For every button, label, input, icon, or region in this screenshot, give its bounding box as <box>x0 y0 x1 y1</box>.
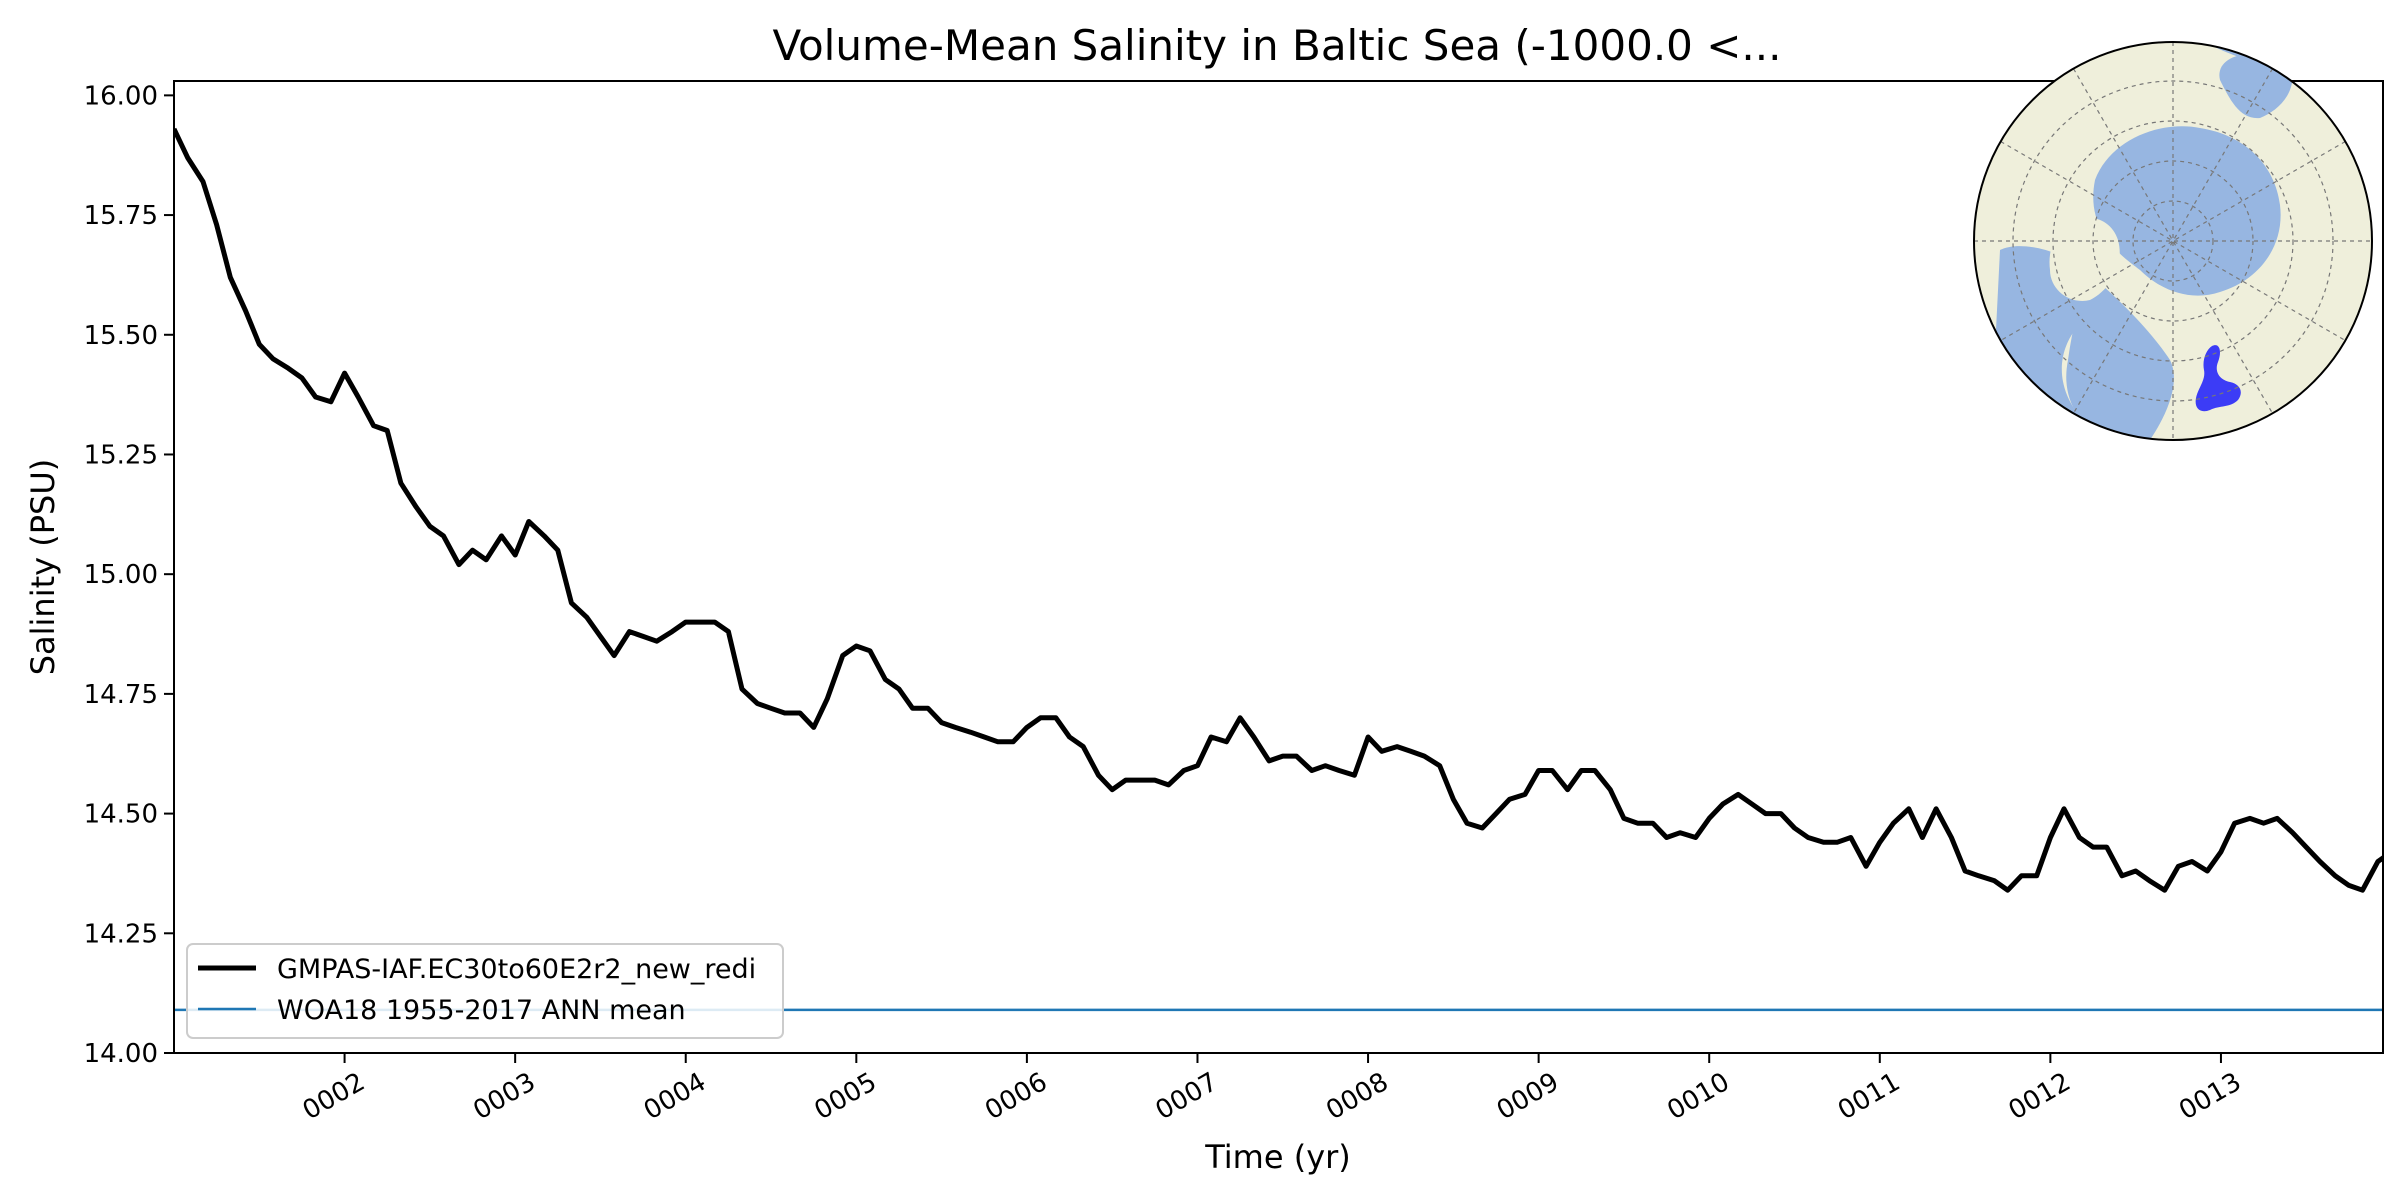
x-tick-label: 0007 <box>1151 1067 1223 1126</box>
map-meridian-line <box>2072 68 2274 414</box>
y-tick-label: 15.25 <box>84 440 158 470</box>
chart-title: Volume-Mean Salinity in Baltic Sea (-100… <box>773 21 1782 70</box>
x-tick-label: 0006 <box>980 1067 1052 1126</box>
y-tick-label: 14.50 <box>84 800 158 830</box>
inset-map <box>1973 41 2373 441</box>
x-axis-ticks: 0002 0003 0004 0005 0006 0007 0008 0009 0010 0011… <box>298 1053 2246 1126</box>
x-tick-label: 0003 <box>468 1067 540 1126</box>
series-line-model <box>174 127 2383 893</box>
map-boundary <box>1973 41 2373 441</box>
x-tick-label: 0012 <box>2004 1067 2076 1126</box>
x-tick-label: 0005 <box>810 1067 882 1126</box>
x-tick-label: 0010 <box>1662 1067 1734 1126</box>
map-baltic-sea <box>2195 345 2241 412</box>
x-tick-label: 0011 <box>1833 1067 1905 1126</box>
map-ocean-arctic <box>2093 126 2281 296</box>
map-graticule <box>1974 42 2372 440</box>
map-meridian-line <box>2000 140 2346 342</box>
y-tick-label: 15.75 <box>84 201 158 231</box>
x-tick-label: 0002 <box>298 1067 370 1126</box>
y-axis-ticks: 14.00 14.25 14.50 14.75 15.00 15.25 15.50 15.75… <box>84 81 174 1069</box>
plot-frame <box>173 80 2384 1054</box>
x-axis-label: Time (yr) <box>1204 1138 1351 1176</box>
x-tick-label: 0013 <box>2174 1067 2246 1126</box>
y-tick-label: 14.25 <box>84 919 158 949</box>
x-tick-label: 0008 <box>1321 1067 1393 1126</box>
y-tick-label: 15.00 <box>84 560 158 590</box>
map-latitude-circle <box>2132 200 2214 282</box>
y-tick-label: 14.75 <box>84 680 158 710</box>
y-axis-label: Salinity (PSU) <box>24 459 62 676</box>
map-latitude-circle <box>2012 80 2334 402</box>
x-tick-label: 0009 <box>1492 1067 1564 1126</box>
legend-box <box>186 943 784 1039</box>
legend-entry-model: GMPAS-IAF.EC30to60E2r2_new_redi <box>277 954 756 985</box>
legend: GMPAS-IAF.EC30to60E2r2_new_redi WOA18 19… <box>186 943 784 1039</box>
map-meridian-line <box>2000 140 2346 342</box>
map-latitude-circle <box>2052 120 2294 362</box>
legend-entry-obs: WOA18 1955-2017 ANN mean <box>277 995 686 1026</box>
map-latitude-circle <box>2092 160 2254 322</box>
y-tick-label: 16.00 <box>84 81 158 111</box>
map-ocean-atlantic-2 <box>2066 270 2174 440</box>
map-meridian-line <box>2072 68 2274 414</box>
x-tick-label: 0004 <box>639 1067 711 1126</box>
y-tick-label: 15.50 <box>84 321 158 351</box>
y-tick-label: 14.00 <box>84 1039 158 1069</box>
map-greenland <box>2049 217 2120 301</box>
